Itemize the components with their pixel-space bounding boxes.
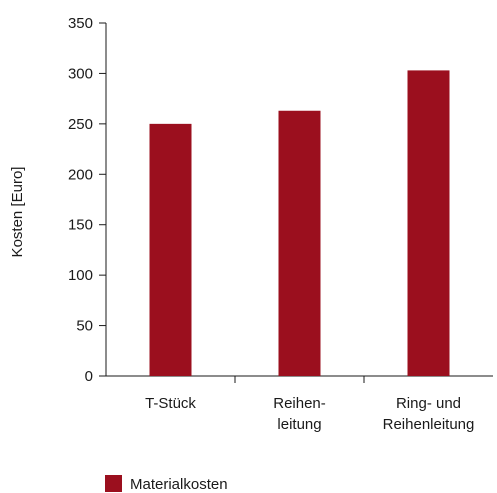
y-tick-label: 50 xyxy=(76,318,93,335)
legend: Materialkosten xyxy=(105,475,228,493)
x-tick-label: Reihen-leitung xyxy=(273,395,326,433)
y-tick-label: 0 xyxy=(85,368,93,385)
y-tick-label: 250 xyxy=(68,116,93,133)
y-tick-label: 300 xyxy=(68,65,93,82)
y-axis: 0 50 100 150 200 250 300 350 xyxy=(68,15,107,385)
y-tick-label: 200 xyxy=(68,166,93,183)
y-tick-label: 350 xyxy=(68,15,93,32)
legend-label: Materialkosten xyxy=(130,476,228,493)
y-tick-label: 150 xyxy=(68,217,93,234)
legend-swatch xyxy=(105,475,122,492)
bars xyxy=(149,70,450,376)
bar xyxy=(407,70,450,376)
y-axis-label: Kosten [Euro] xyxy=(9,167,26,258)
bar xyxy=(278,110,321,376)
bar xyxy=(149,123,192,376)
x-tick-label: T-Stück xyxy=(145,395,196,412)
x-axis: T-Stück Reihen-leitung Ring- und Reihenleit… xyxy=(106,375,493,433)
y-tick-label: 100 xyxy=(68,267,93,284)
x-tick-label: Ring- und Reihenleitung xyxy=(383,395,475,433)
